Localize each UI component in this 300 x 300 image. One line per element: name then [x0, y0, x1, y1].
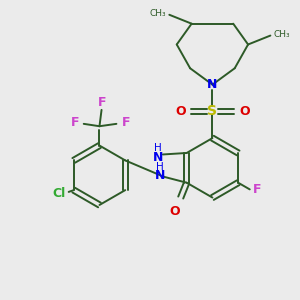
Text: F: F [70, 116, 79, 129]
Text: F: F [98, 96, 107, 109]
Text: Cl: Cl [52, 187, 65, 200]
Text: CH₃: CH₃ [274, 30, 291, 39]
Text: F: F [253, 183, 261, 196]
Text: N: N [207, 78, 218, 91]
Text: N: N [155, 169, 165, 182]
Text: F: F [122, 116, 130, 129]
Text: O: O [239, 105, 250, 118]
Text: H: H [154, 143, 162, 153]
Text: N: N [153, 151, 163, 164]
Text: CH₃: CH₃ [149, 9, 166, 18]
Text: O: O [169, 205, 180, 218]
Text: S: S [207, 104, 218, 118]
Text: H: H [156, 162, 164, 172]
Text: O: O [175, 105, 186, 118]
